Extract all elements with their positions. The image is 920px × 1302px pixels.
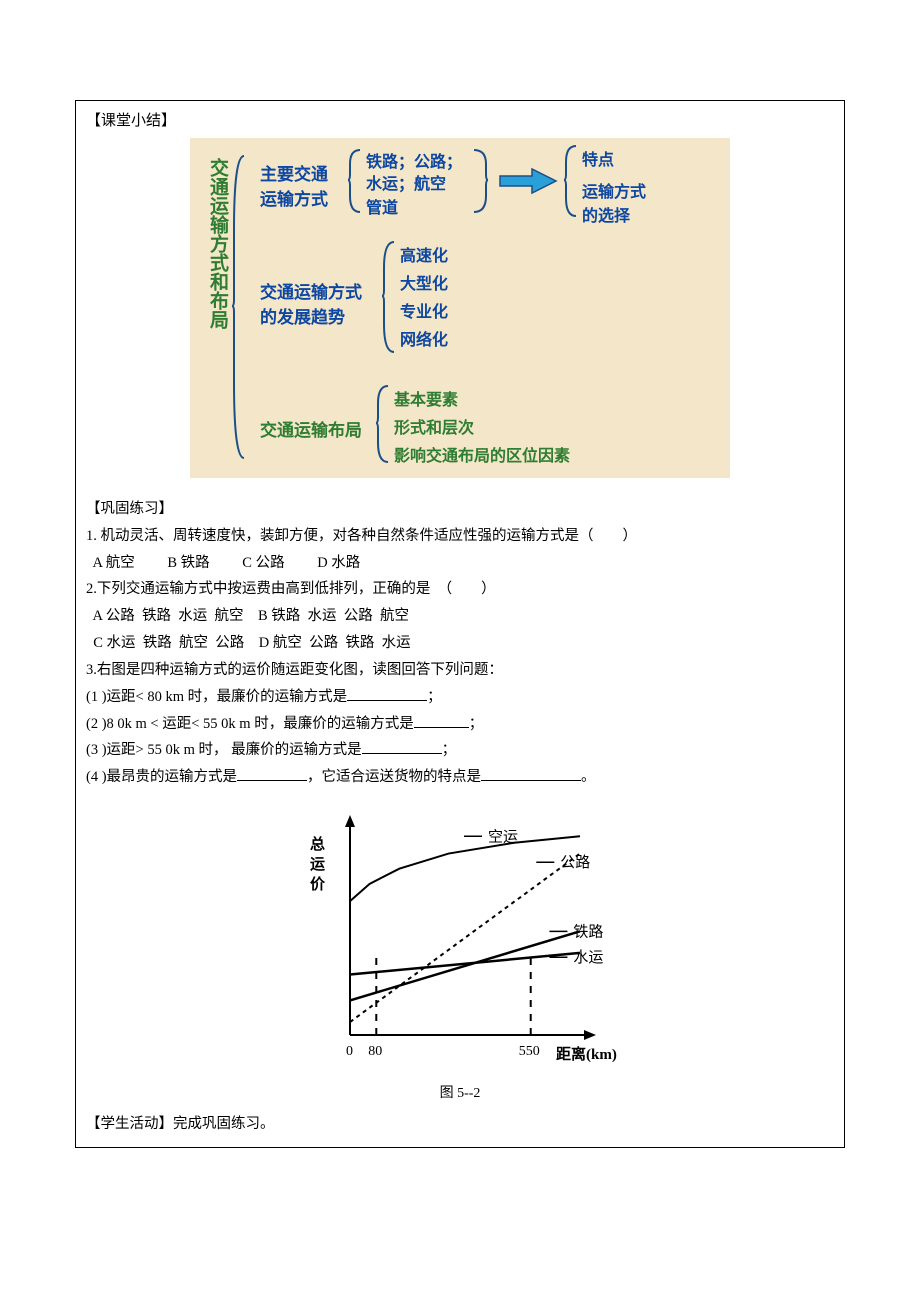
- svg-text:0: 0: [346, 1044, 353, 1059]
- svg-text:空运: 空运: [488, 828, 518, 845]
- concept-map-wrap: 交通运输方式和布局主要交通 运输方式铁路；公路；水运；航空管道特点运输方式 的选…: [86, 138, 834, 478]
- q2-stem: 2.下列交通运输方式中按运费由高到低排列，正确的是 （ ）: [86, 576, 834, 603]
- q3-4: (4 )最昂贵的运输方式是，它适合运送货物的特点是。: [86, 764, 834, 791]
- blank-2: [414, 713, 469, 728]
- practice-header: 【巩固练习】: [86, 496, 834, 523]
- svg-text:水运: 水运: [573, 949, 603, 966]
- q2-line2: C 水运 铁路 航空 公路 D 航空 公路 铁路 水运: [86, 630, 834, 657]
- concept-map: 交通运输方式和布局主要交通 运输方式铁路；公路；水运；航空管道特点运输方式 的选…: [190, 138, 730, 478]
- svg-text:铁路: 铁路: [573, 923, 603, 940]
- svg-text:80: 80: [368, 1044, 382, 1059]
- svg-text:价: 价: [310, 876, 326, 893]
- summary-header: 【课堂小结】: [86, 109, 834, 130]
- blank-3: [362, 740, 442, 755]
- q3-stem: 3.右图是四种运输方式的运价随运距变化图，读图回答下列问题：: [86, 657, 834, 684]
- blank-4b: [481, 767, 581, 782]
- svg-text:公路: 公路: [560, 854, 590, 871]
- q3-3: (3 )运距> 55 0k m 时， 最廉价的运输方式是；: [86, 737, 834, 764]
- q1-stem: 1. 机动灵活、周转速度快，装卸方便，对各种自然条件适应性强的运输方式是（ ）: [86, 523, 834, 550]
- svg-text:运: 运: [310, 856, 325, 873]
- exercise-block: 【巩固练习】 1. 机动灵活、周转速度快，装卸方便，对各种自然条件适应性强的运输…: [86, 496, 834, 791]
- blank-1: [347, 686, 427, 701]
- svg-text:550: 550: [519, 1044, 540, 1059]
- svg-text:总: 总: [310, 835, 325, 853]
- blank-4a: [237, 767, 307, 782]
- student-activity: 【学生活动】完成巩固练习。: [86, 1112, 834, 1133]
- q2-line1: A 公路 铁路 水运 航空 B 铁路 水运 公路 航空: [86, 603, 834, 630]
- q3-2: (2 )8 0k m < 运距< 55 0k m 时，最廉价的运输方式是；: [86, 711, 834, 738]
- chart-caption: 图 5--2: [86, 1082, 834, 1102]
- q3-1: (1 )运距< 80 km 时，最廉价的运输方式是；: [86, 684, 834, 711]
- q1-opts: A 航空 B 铁路 C 公路 D 水路: [86, 550, 834, 577]
- chart-wrap: 总运价距离(km) 0 80 550 空运公路铁路水运 图 5--2: [86, 805, 834, 1102]
- freight-chart: 总运价距离(km) 0 80 550 空运公路铁路水运: [280, 805, 640, 1075]
- svg-text:距离(km): 距离(km): [556, 1045, 617, 1063]
- document-page: 【课堂小结】 交通运输方式和布局主要交通 运输方式铁路；公路；水运；航空管道特点…: [75, 100, 845, 1148]
